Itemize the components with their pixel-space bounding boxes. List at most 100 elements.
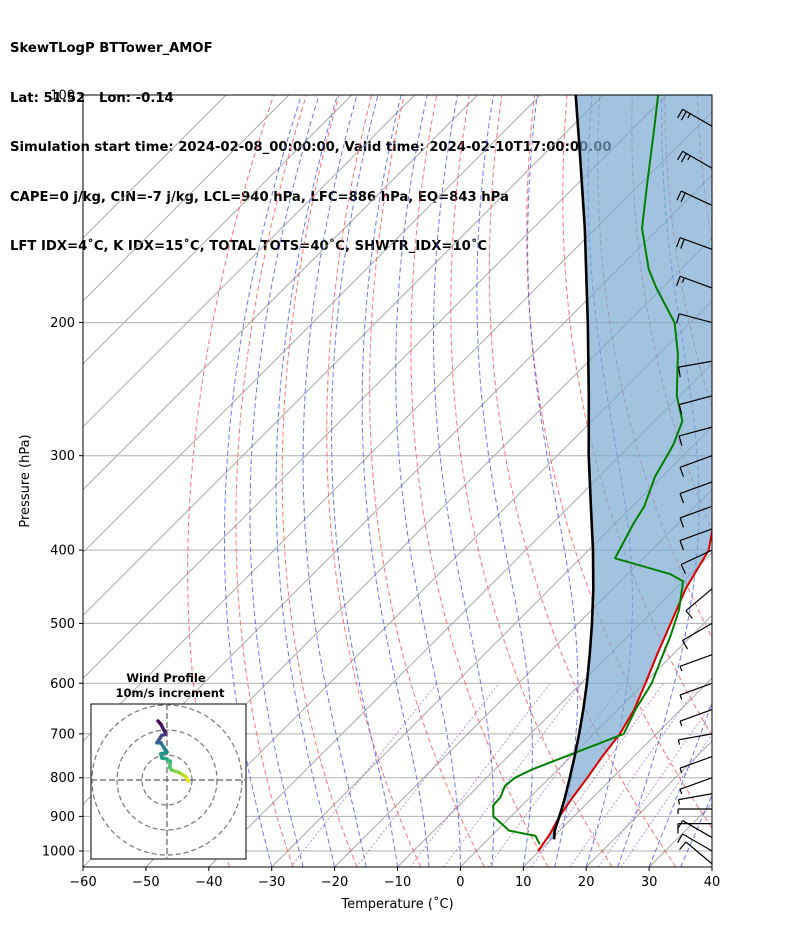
wind-barb (679, 481, 713, 504)
wind-barb-shaft (678, 793, 713, 801)
wind-barb (679, 455, 713, 477)
dry-adiabat (763, 95, 794, 867)
hodograph-segment (156, 719, 163, 727)
x-tick-label: −20 (321, 875, 348, 890)
wind-barb-half-flag (679, 789, 683, 795)
wind-barb (678, 426, 713, 446)
wind-barb-shaft (678, 360, 713, 368)
wind-barb (677, 360, 713, 378)
wind-barb-half-flag (677, 799, 680, 805)
wind-barb-flag (677, 367, 681, 378)
wind-barb-shaft (678, 733, 713, 741)
wind-barb-half-flag (687, 155, 691, 161)
y-tick-label: 100 (50, 89, 75, 104)
chart-header: SkewTLogP BTTower_AMOF Lat: 51.52 Lon: -… (10, 8, 612, 272)
wind-barb (679, 654, 713, 672)
wind-barb (680, 549, 713, 574)
wind-barb (676, 275, 713, 289)
hodograph-title: Wind Profile (126, 671, 206, 685)
wind-barb-flag (675, 313, 680, 324)
wind-barb (685, 588, 713, 619)
dry-adiabat (326, 95, 422, 867)
wind-barb (679, 777, 713, 795)
wind-barb-shaft (679, 426, 713, 437)
moist-adiabat (302, 95, 367, 867)
wind-barb (679, 708, 713, 727)
wind-barb-flag (677, 150, 684, 161)
wind-barbs (675, 108, 713, 865)
dry-adiabat (450, 95, 613, 867)
wind-barb-shaft (680, 190, 713, 207)
wind-barb-shaft (679, 505, 713, 519)
moist-adiabat (617, 95, 700, 867)
y-tick-label: 900 (50, 810, 75, 825)
wind-barb-flag (682, 640, 689, 650)
isotherm-gridline (83, 95, 478, 491)
moist-adiabat (711, 865, 712, 867)
time-line: Simulation start time: 2024-02-08_00:00:… (10, 140, 612, 155)
isotherm-gridline (83, 95, 227, 239)
isotherm-gridline (83, 95, 541, 554)
wind-barb-shaft (679, 313, 713, 324)
wind-barb-half-flag (679, 720, 683, 727)
isotherm-gridline (83, 95, 416, 428)
wind-barb-flag (680, 192, 686, 203)
hodograph-subtitle: 10m/s increment (116, 686, 225, 700)
y-tick-label: 1000 (42, 844, 75, 859)
wind-barb-half-flag (679, 666, 683, 672)
y-tick-label: 200 (50, 316, 75, 331)
wind-barb (677, 108, 713, 127)
wind-barb (677, 150, 713, 169)
wind-barb-flag (678, 435, 683, 446)
isotherm-gridline (83, 95, 290, 302)
moist-adiabat (433, 95, 495, 867)
dry-adiabat (235, 95, 307, 867)
x-axis-label: Temperature (˚C) (340, 896, 453, 912)
wind-barb-shaft (682, 150, 713, 169)
dry-adiabat (410, 95, 549, 867)
moist-adiabat (361, 95, 430, 867)
wind-barb-half-flag (679, 694, 683, 700)
dry-adiabat (488, 95, 677, 867)
parcel-profile-line (552, 95, 595, 840)
wind-barb-half-flag (677, 739, 680, 745)
wind-barb-flag (679, 540, 685, 551)
isotherm-gridline (397, 551, 712, 867)
isotherm-gridline (522, 677, 712, 867)
wind-barb-flag (679, 517, 685, 528)
wind-barb (679, 528, 713, 551)
y-tick-label: 400 (50, 544, 75, 559)
chart-title: SkewTLogP BTTower_AMOF (10, 41, 213, 56)
isotherm-gridline (334, 488, 712, 867)
isotherm-gridline (145, 300, 712, 867)
wind-barb (677, 793, 713, 805)
wind-barb-half-flag (681, 277, 685, 283)
wind-barb (679, 505, 713, 528)
wind-barb-flag (680, 153, 687, 163)
wind-barb-shaft (679, 455, 713, 468)
wind-barb-flag (677, 108, 684, 119)
wind-barb-shaft (679, 481, 713, 495)
wind-barb-shaft (685, 588, 713, 612)
mixing-ratio-line (569, 683, 701, 867)
mixing-ratio-line (409, 682, 551, 867)
y-tick-label: 800 (50, 771, 75, 786)
wind-barb (677, 823, 712, 834)
dewpoint-profile-line (492, 95, 685, 845)
dry-adiabat (369, 95, 485, 867)
x-tick-label: −30 (258, 875, 285, 890)
x-tick-label: 30 (641, 875, 658, 890)
y-tick-label: 600 (50, 677, 75, 692)
mixing-ratio-line (290, 682, 438, 867)
wind-barb-flag (680, 111, 687, 121)
wind-barb-shaft (680, 549, 713, 566)
wind-barb (677, 733, 713, 745)
wind-barb-flag (678, 404, 683, 415)
wind-barb-flag (676, 276, 681, 286)
moist-adiabat (648, 701, 712, 867)
wind-barb (677, 833, 713, 852)
mixing-ratio-line (355, 682, 500, 867)
